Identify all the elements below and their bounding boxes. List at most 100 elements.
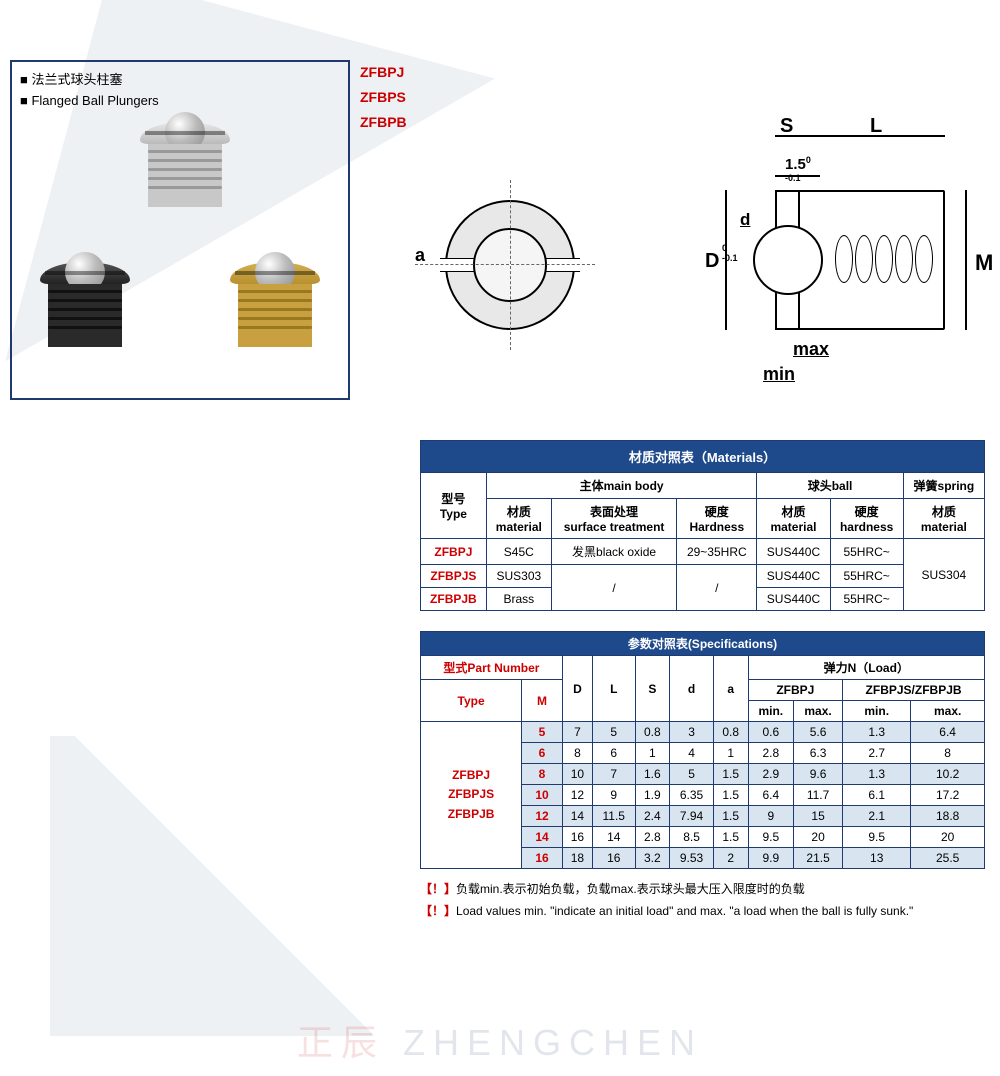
product-photo-panel: ■ 法兰式球头柱塞 ■ Flanged Ball Plungers [10,60,350,400]
cell-L: 9 [593,785,635,806]
cell-j_max: 11.7 [794,785,843,806]
cell-M: 5 [522,722,563,743]
cell-L: 16 [593,848,635,869]
cell-s_max: 6.4 [911,722,985,743]
materials-table: 材质对照表（Materials） 型号 Type 主体main body 球头b… [420,440,985,611]
cell-d: 3 [670,722,714,743]
cell-L: 5 [593,722,635,743]
cell-j_max: 9.6 [794,764,843,785]
cell-s_min: 2.7 [843,743,911,764]
data-tables: 材质对照表（Materials） 型号 Type 主体main body 球头b… [420,440,985,922]
cell-d: 7.94 [670,806,714,827]
spring-icon [835,235,935,285]
sub-hardness: 硬度 Hardness [677,499,757,539]
cell-d: 6.35 [670,785,714,806]
cell-j_min: 9 [748,806,793,827]
cell-j_min: 0.6 [748,722,793,743]
side-view: S L 1.50 -0.1 d D 0 -0.1 M max min [695,120,975,380]
cell-d: 5 [670,764,714,785]
cell-s_min: 6.1 [843,785,911,806]
cell-L: 14 [593,827,635,848]
mat-row: ZFBPJS SUS303 / / SUS440C 55HRC~ [421,565,985,588]
cell-s_min: 1.3 [843,722,911,743]
col-mainbody: 主体main body [486,473,757,499]
cell-s_min: 9.5 [843,827,911,848]
cell-a: 1.5 [713,806,748,827]
cell-j_max: 5.6 [794,722,843,743]
plunger-steel-photo [140,122,230,207]
cell-L: 11.5 [593,806,635,827]
cell-a: 1 [713,743,748,764]
dim-D: D [705,250,719,273]
product-title-en: ■ Flanged Ball Plungers [20,91,340,112]
cell-S: 2.4 [635,806,670,827]
cell-s_max: 8 [911,743,985,764]
col-ball: 球头ball [757,473,903,499]
cell-s_min: 1.3 [843,764,911,785]
cell-S: 1 [635,743,670,764]
cell-M: 12 [522,806,563,827]
bg-decoration [50,736,400,1036]
cell-j_min: 9.9 [748,848,793,869]
spec-table: 参数对照表(Specifications) 型式Part Number D L … [420,631,985,869]
cell-j_min: 2.9 [748,764,793,785]
col-type: 型号 Type [421,473,487,539]
cell-D: 12 [562,785,592,806]
cell-M: 14 [522,827,563,848]
cell-L: 7 [593,764,635,785]
cell-M: 8 [522,764,563,785]
cell-a: 2 [713,848,748,869]
cell-s_min: 13 [843,848,911,869]
dim-min: min [763,364,795,385]
cell-D: 7 [562,722,592,743]
cell-S: 3.2 [635,848,670,869]
cell-j_min: 6.4 [748,785,793,806]
code-zfbps: ZFBPS [360,85,407,110]
code-zfbpb: ZFBPB [360,110,407,135]
product-codes: ZFBPJ ZFBPS ZFBPB [360,60,407,136]
dim-d: d [740,210,750,230]
cell-s_max: 10.2 [911,764,985,785]
cell-d: 9.53 [670,848,714,869]
spec-row: ZFBPJ ZFBPJS ZFBPJB5750.830.80.65.61.36.… [421,722,985,743]
product-title-cn: ■ 法兰式球头柱塞 [20,70,340,91]
cell-j_min: 2.8 [748,743,793,764]
sub-spring-mat: 材质 material [903,499,984,539]
cell-s_max: 25.5 [911,848,985,869]
dim-a: a [415,245,425,266]
cell-j_max: 20 [794,827,843,848]
dim-1.5: 1.50 -0.1 [785,155,811,191]
cell-D: 18 [562,848,592,869]
sub-material: 材质 material [486,499,551,539]
cell-s_max: 18.8 [911,806,985,827]
cell-s_max: 20 [911,827,985,848]
cell-D: 14 [562,806,592,827]
watermark: 正辰 ZHENGCHEN [297,1014,703,1066]
col-spring: 弹簧spring [903,473,984,499]
cell-j_max: 21.5 [794,848,843,869]
cell-M: 6 [522,743,563,764]
product-photos [20,112,340,392]
cell-d: 4 [670,743,714,764]
cell-D: 10 [562,764,592,785]
dim-S: S [780,115,793,138]
cell-S: 0.8 [635,722,670,743]
cell-S: 1.6 [635,764,670,785]
dim-max: max [793,339,829,360]
cell-S: 1.9 [635,785,670,806]
cell-M: 10 [522,785,563,806]
cell-a: 0.8 [713,722,748,743]
cell-j_max: 6.3 [794,743,843,764]
cell-D: 8 [562,743,592,764]
cell-d: 8.5 [670,827,714,848]
mat-row: ZFBPJ S45C 发黑black oxide 29~35HRC SUS440… [421,539,985,565]
plunger-brass-photo [230,262,320,347]
cell-s_max: 17.2 [911,785,985,806]
dim-M: M [975,250,993,276]
cell-j_min: 9.5 [748,827,793,848]
cell-a: 1.5 [713,827,748,848]
technical-diagram: a S L 1.50 -0.1 d D 0 -0.1 M max min [415,100,995,380]
sub-ball-hard: 硬度 hardness [830,499,903,539]
cell-M: 16 [522,848,563,869]
cell-a: 1.5 [713,785,748,806]
